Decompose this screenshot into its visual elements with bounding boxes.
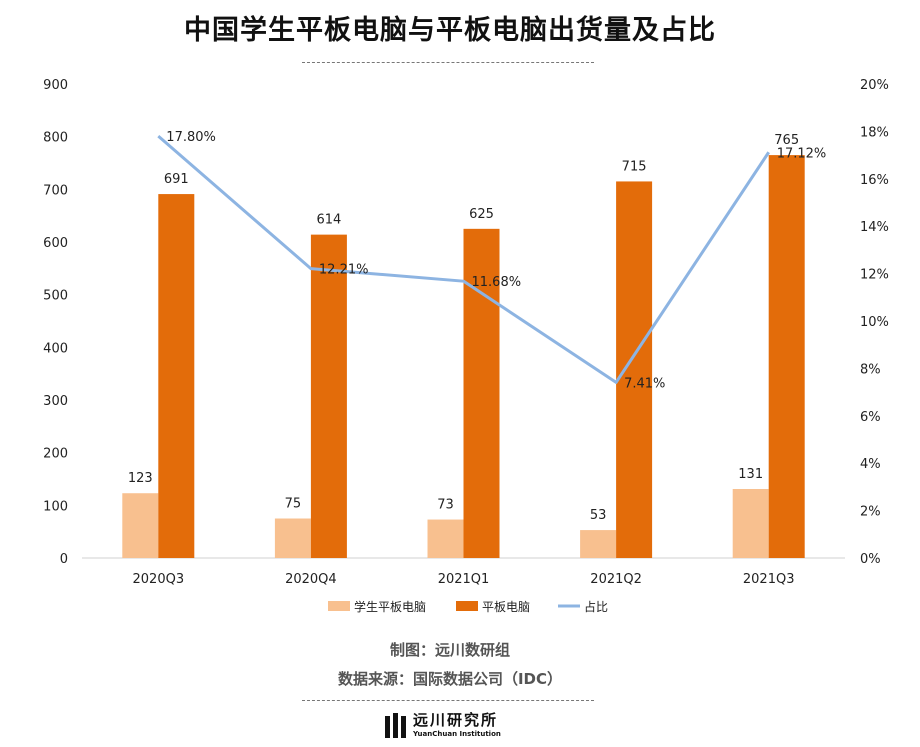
right-tick-label: 0% — [860, 552, 881, 567]
bar-data-label: 123 — [128, 471, 153, 486]
bar-data-label: 73 — [437, 498, 454, 513]
legend-label: 学生平板电脑 — [354, 599, 426, 614]
x-tick-label: 2021Q1 — [438, 572, 490, 587]
chart-title: 中国学生平板电脑与平板电脑出货量及占比 — [184, 15, 716, 46]
left-tick-label: 600 — [43, 236, 68, 251]
left-tick-label: 800 — [43, 131, 68, 146]
line-data-label: 17.12% — [777, 146, 827, 161]
logo-mark-icon — [385, 713, 406, 738]
bar-data-label: 53 — [590, 508, 607, 523]
right-tick-label: 18% — [860, 125, 889, 140]
bar-data-label: 625 — [469, 207, 494, 222]
legend-swatch — [328, 601, 350, 611]
left-tick-label: 400 — [43, 341, 68, 356]
left-tick-label: 200 — [43, 447, 68, 462]
credits: 制图：远川数研组 数据来源：国际数据公司（IDC） — [0, 636, 900, 694]
bar-student-tablet — [732, 489, 769, 558]
legend-swatch — [456, 601, 478, 611]
bar-data-label: 75 — [285, 497, 302, 512]
line-data-label: 7.41% — [624, 376, 665, 391]
x-tick-label: 2020Q3 — [133, 572, 185, 587]
logo-name-cn: 远川研究所 — [413, 711, 499, 729]
bar-data-label: 614 — [316, 213, 341, 228]
left-tick-label: 900 — [43, 78, 68, 93]
right-tick-label: 4% — [860, 457, 881, 472]
right-tick-label: 8% — [860, 362, 881, 377]
x-tick-label: 2021Q3 — [743, 572, 795, 587]
right-tick-label: 10% — [860, 315, 889, 330]
share-line — [157, 135, 770, 384]
left-tick-label: 300 — [43, 394, 68, 409]
right-tick-label: 14% — [860, 220, 889, 235]
right-tick-label: 12% — [860, 268, 889, 283]
bar-data-label: 131 — [738, 467, 763, 482]
credit-source: 数据来源：国际数据公司（IDC） — [337, 670, 563, 688]
right-tick-label: 16% — [860, 173, 889, 188]
bar-tablet — [310, 234, 347, 559]
bar-student-tablet — [580, 530, 617, 558]
bar-student-tablet — [427, 519, 464, 558]
footer-divider — [302, 700, 594, 701]
title-divider — [302, 62, 594, 63]
bar-tablet — [616, 181, 653, 558]
credit-maker: 制图：远川数研组 — [389, 641, 510, 659]
line-data-label: 11.68% — [472, 275, 522, 290]
right-tick-label: 6% — [860, 410, 881, 425]
bar-tablet — [768, 155, 805, 558]
right-tick-label: 20% — [860, 78, 889, 93]
line-data-label: 12.21% — [319, 263, 369, 278]
legend-label: 平板电脑 — [482, 600, 530, 614]
bar-data-label: 691 — [164, 172, 189, 187]
bar-data-label: 765 — [774, 133, 799, 148]
bar-student-tablet — [274, 518, 311, 558]
bar-student-tablet — [122, 493, 159, 558]
left-tick-label: 100 — [43, 499, 68, 514]
x-tick-label: 2021Q2 — [590, 572, 642, 587]
legend-label: 占比 — [584, 599, 608, 614]
bar-tablet — [158, 194, 195, 558]
x-tick-label: 2020Q4 — [285, 572, 337, 587]
left-tick-label: 0 — [60, 552, 68, 567]
left-tick-label: 500 — [43, 289, 68, 304]
line-data-label: 17.80% — [166, 130, 216, 145]
left-tick-label: 700 — [43, 183, 68, 198]
brand-logo: 远川研究所 YuanChuan Institution — [384, 712, 501, 742]
chart-area: 0 100 200 300 400 500 600 700 800 900 0% 2% 4% 6% 8% 10… — [43, 78, 889, 614]
right-tick-label: 2% — [860, 505, 881, 520]
logo-name-en: YuanChuan Institution — [413, 730, 501, 738]
bar-data-label: 715 — [622, 159, 647, 174]
